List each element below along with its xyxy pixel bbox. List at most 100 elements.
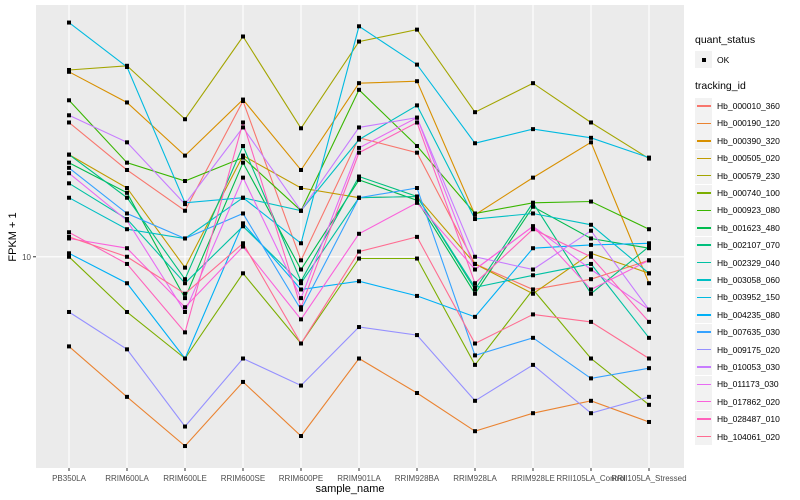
data-point [415, 150, 419, 155]
data-point [125, 281, 129, 286]
legend-label: Hb_010053_030 [717, 361, 780, 372]
data-point [125, 195, 129, 200]
legend-item: Hb_000390_320 [695, 132, 780, 150]
data-point [531, 362, 535, 367]
data-point [183, 153, 187, 158]
legend-item: Hb_010053_030 [695, 358, 780, 376]
data-point [589, 376, 593, 381]
data-point [531, 227, 535, 232]
data-point [125, 394, 129, 399]
data-point [589, 291, 593, 296]
legend-item: Hb_000190_120 [695, 114, 780, 132]
data-point [357, 150, 361, 155]
legend-label: Hb_002107_070 [717, 240, 780, 251]
line-swatch-icon [696, 157, 711, 159]
data-point [299, 258, 303, 263]
legend-label: Hb_028487_010 [717, 414, 780, 425]
data-point [183, 202, 187, 207]
data-point [67, 160, 71, 165]
data-point [415, 144, 419, 149]
data-point [357, 356, 361, 361]
data-point [357, 256, 361, 261]
legend-item: Hb_001623_480 [695, 219, 780, 237]
data-point [473, 285, 477, 290]
data-point [589, 242, 593, 247]
data-point [589, 287, 593, 292]
data-point [299, 267, 303, 272]
data-point [531, 246, 535, 251]
legend-key [695, 375, 712, 393]
data-point [241, 211, 245, 216]
data-point [415, 194, 419, 199]
legend-label: Hb_011173_030 [717, 379, 779, 390]
data-point [531, 224, 535, 229]
data-point [531, 211, 535, 216]
data-point [589, 140, 593, 145]
line-swatch-icon [696, 122, 711, 125]
legend-label: Hb_000190_120 [717, 118, 780, 129]
legend-label: Hb_000010_360 [717, 101, 780, 112]
data-point [183, 179, 187, 184]
data-point [357, 137, 361, 142]
data-point [67, 113, 71, 118]
data-point [241, 160, 245, 165]
data-point [589, 135, 593, 140]
data-point [473, 398, 477, 403]
legend-label: Hb_000579_230 [717, 170, 780, 181]
legend-item: Hb_028487_010 [695, 410, 780, 428]
legend-key [695, 132, 712, 150]
data-point [647, 227, 651, 232]
data-point [531, 335, 535, 340]
data-point [183, 117, 187, 122]
data-point [125, 64, 129, 69]
data-point [647, 394, 651, 399]
legend-label: Hb_000390_320 [717, 135, 780, 146]
legend-label: Hb_017862_020 [717, 396, 780, 407]
data-point [67, 230, 71, 235]
data-point [531, 291, 535, 296]
data-point [125, 167, 129, 172]
data-point [299, 208, 303, 213]
data-point [589, 199, 593, 204]
x-tick-label: RRIM600LA [105, 474, 149, 483]
x-tick-label: PB350LA [52, 474, 86, 483]
data-point [589, 251, 593, 256]
data-point [241, 195, 245, 200]
legend-label: Hb_004235_080 [717, 309, 780, 320]
data-point [125, 227, 129, 232]
data-point [241, 221, 245, 226]
data-point [241, 120, 245, 125]
legend-key [695, 271, 712, 289]
data-point [357, 125, 361, 130]
data-point [357, 231, 361, 236]
legend-key [695, 288, 712, 306]
data-point [125, 254, 129, 259]
line-swatch-icon [696, 400, 711, 403]
legend-item: Hb_017862_020 [695, 393, 780, 411]
x-tick-label: RRIM600PE [279, 474, 323, 483]
data-point [357, 87, 361, 92]
data-point [357, 39, 361, 44]
data-point [241, 244, 245, 249]
data-point [125, 185, 129, 190]
data-point [473, 353, 477, 358]
data-point [299, 317, 303, 322]
point-icon [701, 57, 706, 62]
data-point [241, 125, 245, 130]
legend-key [695, 114, 712, 132]
data-point [125, 309, 129, 314]
legend-key [695, 219, 712, 237]
data-point [241, 144, 245, 149]
data-point [67, 165, 71, 170]
data-point [299, 279, 303, 284]
x-tick-label: RRIM600SE [221, 474, 265, 483]
data-point [125, 347, 129, 352]
data-point [647, 335, 651, 340]
data-point [589, 267, 593, 272]
data-point [415, 391, 419, 396]
legend-key [695, 341, 712, 359]
data-point [299, 281, 303, 286]
series-points [67, 20, 651, 449]
line-swatch-icon [696, 261, 711, 264]
legend-item: Hb_000010_360 [695, 97, 780, 115]
